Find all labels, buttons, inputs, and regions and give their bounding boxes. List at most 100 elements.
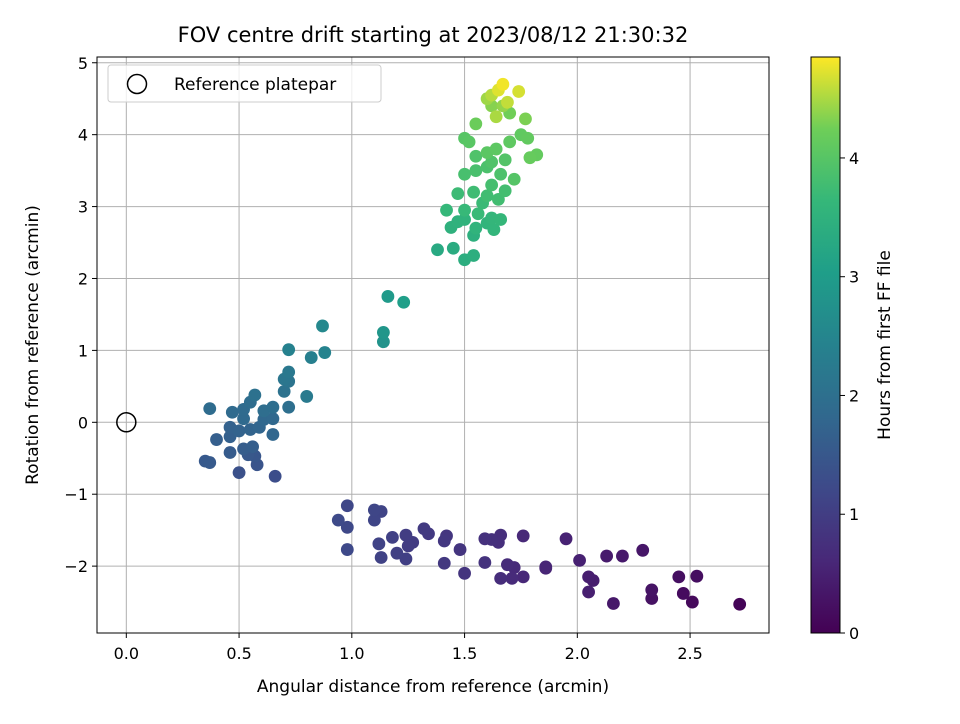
data-point-114 [485,178,499,192]
legend: Reference platepar [107,64,382,103]
data-point-19 [516,529,530,543]
data-point-0 [733,597,747,611]
data-point-127 [503,135,517,149]
data-point-51 [268,469,282,483]
chart-title: FOV centre drift starting at 2023/08/12 … [178,23,689,47]
data-point-7 [636,543,650,557]
y-axis-ticks: −2 −1 0 1 2 3 4 5 [64,54,97,576]
data-point-50 [331,513,345,527]
data-point-88 [376,335,390,349]
data-point-33 [437,556,451,570]
data-point-113 [498,184,512,198]
data-point-2 [676,587,690,600]
data-point-15 [559,532,573,546]
plot-area-frame [96,56,770,634]
data-point-22 [501,558,514,572]
data-point-52 [232,466,246,480]
data-point-99 [458,213,471,226]
data-point-13 [582,585,595,599]
data-point-76 [266,400,280,414]
x-axis-ticks: 0.0 0.5 1.0 1.5 2.0 2.5 [114,633,703,663]
data-point-124 [462,135,476,149]
legend-entry-reference: Reference platepar [174,75,336,95]
y-tick-label-7: 5 [78,54,88,73]
y-tick-label-6: 4 [78,126,88,145]
data-point-71 [225,405,239,419]
data-point-6 [645,583,659,597]
data-point-132 [469,117,483,131]
data-point-23 [494,571,508,585]
data-point-134 [519,112,532,126]
data-point-104 [494,213,508,226]
data-point-1 [685,595,699,609]
data-point-79 [277,384,291,398]
reference-marker [116,412,137,433]
data-point-73 [203,402,217,416]
data-point-87 [316,319,329,333]
data-point-3 [690,569,704,583]
data-point-122 [507,172,521,186]
data-point-105 [440,203,453,217]
data-point-64 [232,424,246,438]
data-point-141 [512,85,526,98]
y-axis-label: Rotation from reference (arcmin) [23,205,43,485]
data-point-70 [237,412,250,426]
grid-lines [97,57,769,633]
data-point-46 [367,503,381,517]
data-point-29 [458,566,471,580]
data-point-78 [248,388,262,402]
data-point-110 [467,185,480,199]
data-point-17 [539,560,553,574]
data-point-126 [489,142,503,156]
y-tick-label-5: 3 [78,198,88,217]
colorbar-ticks: 0 1 2 3 4 [840,149,859,643]
data-point-85 [282,343,296,357]
data-point-47 [340,499,354,513]
data-point-95 [467,249,480,262]
colorbar-tick-label-3: 3 [849,268,859,287]
data-point-77 [282,400,296,414]
data-point-8 [607,597,620,610]
data-point-35 [417,522,431,536]
data-point-138 [489,110,503,124]
colorbar-tick-label-0: 0 [849,624,859,643]
data-point-12 [582,570,595,584]
data-point-57 [203,456,217,469]
data-point-10 [600,549,614,563]
data-point-129 [521,131,535,145]
data-point-121 [498,153,512,167]
y-tick-label-1: −1 [64,485,88,504]
legend-reference-marker [126,73,148,95]
data-point-118 [494,167,508,181]
data-point-131 [523,151,537,165]
data-point-100 [469,221,483,235]
data-point-60 [246,440,259,454]
data-point-14 [573,553,586,567]
data-point-140 [501,95,514,109]
data-point-90 [381,290,395,303]
data-point-9 [616,549,629,563]
data-point-41 [386,530,399,544]
colorbar: 0 1 2 3 4 Hours from first FF file [810,56,895,643]
colorbar-tick-label-1: 1 [849,505,859,524]
y-tick-label-2: 0 [78,413,88,432]
data-point-61 [210,433,223,446]
y-tick-label-0: −2 [64,557,88,576]
x-tick-label-4: 2.0 [565,644,590,663]
data-point-67 [266,428,280,441]
data-point-91 [397,295,411,309]
data-point-82 [282,365,296,379]
data-point-30 [453,543,467,556]
data-point-102 [487,223,501,236]
data-point-43 [372,537,386,551]
data-point-58 [223,446,237,459]
x-tick-label-5: 2.5 [677,644,702,663]
x-tick-label-1: 0.5 [226,644,251,663]
x-tick-label-3: 1.5 [452,644,477,663]
data-point-143 [496,77,510,91]
data-point-116 [469,164,483,178]
data-point-84 [304,351,318,364]
data-point-4 [672,570,686,584]
